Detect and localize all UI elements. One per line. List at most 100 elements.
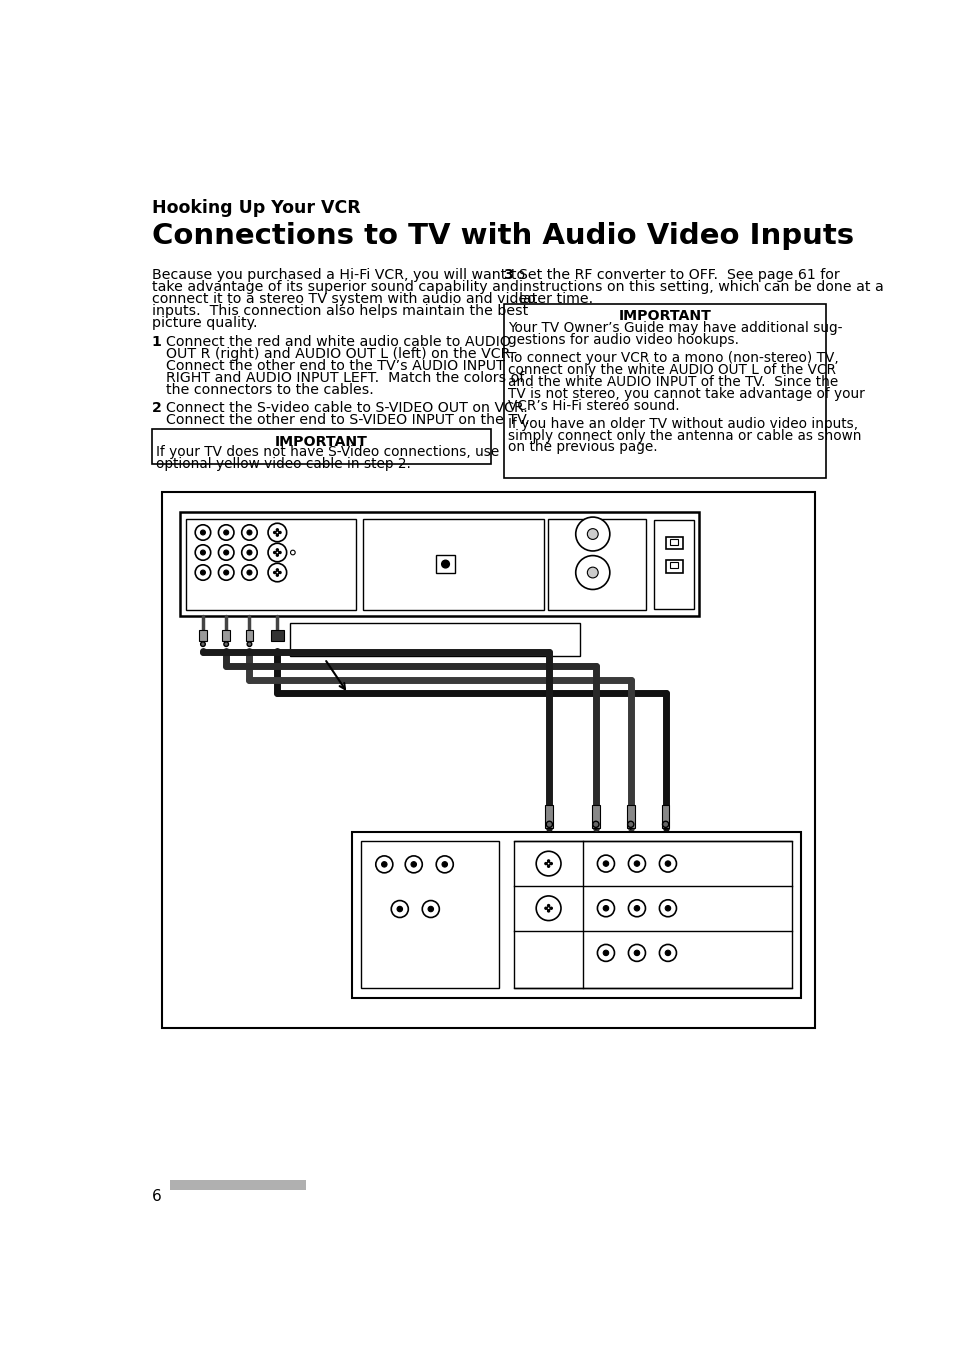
- Circle shape: [441, 561, 449, 567]
- Circle shape: [550, 908, 552, 909]
- Circle shape: [247, 550, 252, 555]
- Circle shape: [544, 862, 546, 865]
- Circle shape: [544, 908, 546, 909]
- Text: later time.: later time.: [518, 292, 593, 307]
- Circle shape: [602, 861, 608, 866]
- Circle shape: [396, 907, 402, 912]
- Text: Because you purchased a Hi-Fi VCR, you will want to: Because you purchased a Hi-Fi VCR, you w…: [152, 269, 524, 282]
- Circle shape: [411, 862, 416, 867]
- Bar: [670, 562, 678, 567]
- Circle shape: [441, 862, 447, 867]
- Text: 3: 3: [503, 269, 513, 282]
- Text: simply connect only the antenna or cable as shown: simply connect only the antenna or cable…: [508, 428, 861, 443]
- Text: IMPORTANT: IMPORTANT: [274, 435, 368, 449]
- Circle shape: [276, 528, 278, 531]
- Circle shape: [279, 551, 281, 554]
- Bar: [362, 519, 543, 611]
- Bar: [290, 623, 579, 657]
- Circle shape: [224, 550, 229, 555]
- Circle shape: [664, 950, 670, 955]
- Circle shape: [291, 550, 294, 555]
- Text: IMPORTANT: IMPORTANT: [618, 309, 711, 323]
- Circle shape: [275, 531, 278, 534]
- Text: inputs.  This connection also helps maintain the best: inputs. This connection also helps maint…: [152, 304, 528, 319]
- Text: 1: 1: [152, 335, 161, 350]
- Bar: [162, 492, 815, 1028]
- Circle shape: [602, 905, 608, 911]
- Text: If your TV does not have S-Video connections, use: If your TV does not have S-Video connect…: [156, 446, 499, 459]
- Circle shape: [268, 563, 286, 582]
- Bar: [271, 631, 283, 642]
- Circle shape: [659, 855, 676, 871]
- Bar: [514, 842, 791, 989]
- Circle shape: [536, 851, 560, 875]
- Circle shape: [661, 821, 668, 827]
- Text: Connect the other end to the TV’s AUDIO INPUT: Connect the other end to the TV’s AUDIO …: [166, 359, 504, 373]
- Circle shape: [247, 642, 252, 646]
- Circle shape: [547, 911, 549, 912]
- Circle shape: [547, 859, 549, 862]
- Circle shape: [195, 524, 211, 540]
- Bar: [360, 842, 498, 989]
- Text: instructions on this setting, which can be done at a: instructions on this setting, which can …: [518, 280, 883, 295]
- Circle shape: [547, 905, 549, 907]
- Bar: [436, 555, 455, 573]
- Bar: [245, 631, 253, 642]
- Bar: [171, 1179, 306, 1190]
- Bar: [654, 520, 694, 609]
- Circle shape: [279, 531, 281, 534]
- Circle shape: [218, 524, 233, 540]
- Circle shape: [634, 905, 639, 911]
- Text: and the white AUDIO INPUT of the TV.  Since the: and the white AUDIO INPUT of the TV. Sin…: [508, 374, 838, 389]
- Circle shape: [428, 907, 433, 912]
- Text: optional yellow video cable in step 2.: optional yellow video cable in step 2.: [156, 458, 411, 471]
- Bar: [222, 631, 230, 642]
- Text: 2: 2: [152, 401, 161, 415]
- Circle shape: [597, 944, 614, 962]
- Text: OUT R (right) and AUDIO OUT L (left) on the VCR.: OUT R (right) and AUDIO OUT L (left) on …: [166, 347, 514, 361]
- Text: Connections to TV with Audio Video Inputs: Connections to TV with Audio Video Input…: [152, 222, 853, 250]
- Circle shape: [664, 905, 670, 911]
- Text: Set the RF converter to OFF.  See page 61 for: Set the RF converter to OFF. See page 61…: [518, 269, 839, 282]
- Circle shape: [275, 551, 278, 554]
- Text: gestions for audio video hookups.: gestions for audio video hookups.: [508, 332, 739, 347]
- Circle shape: [628, 855, 645, 871]
- Circle shape: [405, 857, 422, 873]
- Text: Connect the red and white audio cable to AUDIO: Connect the red and white audio cable to…: [166, 335, 510, 350]
- Circle shape: [627, 821, 633, 827]
- Bar: [592, 805, 599, 828]
- Text: Hooking Up Your VCR: Hooking Up Your VCR: [152, 199, 360, 218]
- Circle shape: [241, 524, 257, 540]
- Bar: [186, 519, 356, 611]
- Circle shape: [200, 642, 205, 646]
- Circle shape: [224, 570, 229, 576]
- Circle shape: [422, 901, 439, 917]
- Circle shape: [546, 907, 550, 909]
- Bar: [545, 805, 553, 828]
- Text: connect it to a stereo TV system with audio and video: connect it to a stereo TV system with au…: [152, 292, 536, 307]
- Circle shape: [659, 944, 676, 962]
- Circle shape: [218, 544, 233, 561]
- Circle shape: [628, 944, 645, 962]
- Circle shape: [275, 571, 278, 574]
- Circle shape: [279, 571, 281, 574]
- Text: the connectors to the cables.: the connectors to the cables.: [166, 384, 374, 397]
- Circle shape: [224, 642, 229, 646]
- Text: connect only the white AUDIO OUT L of the VCR: connect only the white AUDIO OUT L of th…: [508, 362, 836, 377]
- Text: take advantage of its superior sound capability and: take advantage of its superior sound cap…: [152, 280, 518, 295]
- Circle shape: [592, 821, 598, 827]
- Bar: [661, 805, 669, 828]
- Bar: [199, 631, 207, 642]
- Circle shape: [587, 567, 598, 578]
- Text: Connect the other end to S-VIDEO INPUT on the TV.: Connect the other end to S-VIDEO INPUT o…: [166, 413, 529, 427]
- Circle shape: [436, 857, 453, 873]
- Circle shape: [276, 534, 278, 536]
- Bar: [503, 304, 825, 478]
- Circle shape: [200, 550, 205, 555]
- Circle shape: [546, 862, 550, 865]
- Circle shape: [597, 900, 614, 917]
- Circle shape: [628, 900, 645, 917]
- Bar: [665, 538, 682, 550]
- Circle shape: [274, 571, 275, 574]
- Text: TV is not stereo, you cannot take advantage of your: TV is not stereo, you cannot take advant…: [508, 386, 864, 401]
